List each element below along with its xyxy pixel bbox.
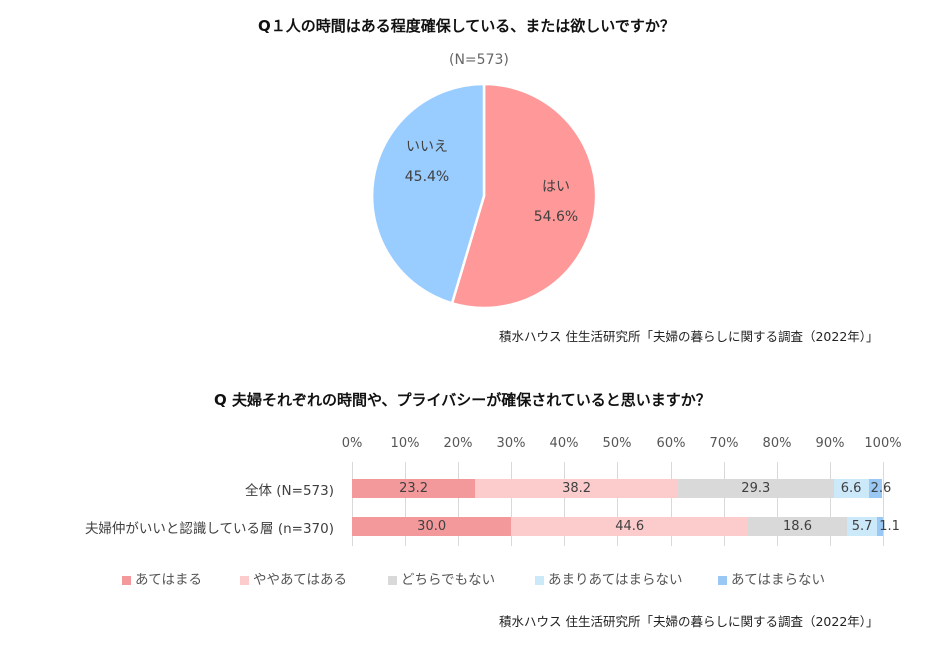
legend-label: ややあてはある <box>253 572 347 588</box>
bar-row-good-couples: 30.0 44.6 18.6 5.7 1.1 <box>352 517 900 536</box>
legend-label: あてはまる <box>135 572 202 588</box>
legend-swatch-icon <box>535 575 544 585</box>
bar-segment-s3: 29.3 <box>677 479 834 498</box>
x-tick: 50% <box>602 436 632 451</box>
bar-segment-s4: 5.7 <box>846 517 878 536</box>
legend-item-s3: どちらでもない <box>388 568 495 588</box>
pie-value-no: 45.4% <box>404 169 450 185</box>
x-tick: 90% <box>815 436 845 451</box>
gridline <box>724 462 725 546</box>
legend-swatch-icon <box>718 575 727 585</box>
x-tick: 40% <box>549 436 579 451</box>
gridline <box>671 462 672 546</box>
x-tick: 60% <box>656 436 686 451</box>
pie-label-yes: はい <box>542 179 570 195</box>
legend-label: あまりあてはまらない <box>548 572 683 588</box>
pie-sample-size: (N=573) <box>449 52 509 68</box>
x-tick: 70% <box>709 436 739 451</box>
bar-row-all: 23.2 38.2 29.3 6.6 2.6 <box>352 479 892 498</box>
bar-segment-s5: 2.6 <box>868 479 892 498</box>
pie-slice-yes <box>450 82 598 310</box>
x-tick: 20% <box>443 436 473 451</box>
pie-chart <box>370 82 598 310</box>
x-tick: 80% <box>762 436 792 451</box>
gridline <box>511 462 512 546</box>
x-tick: 10% <box>390 436 420 451</box>
bar-segment-s1: 30.0 <box>352 517 512 536</box>
legend-swatch-icon <box>240 575 249 585</box>
legend-item-s4: あまりあてはまらない <box>535 568 682 588</box>
row-label-all: 全体 (N=573) <box>244 483 334 499</box>
pie-chart-title: Q１人の時間はある程度確保している、または欲しいですか？ <box>258 17 675 35</box>
x-tick: 100% <box>864 436 902 451</box>
x-tick: 0% <box>341 436 363 451</box>
legend-swatch-icon <box>122 575 131 585</box>
bar-segment-s2: 38.2 <box>475 479 678 498</box>
gridline <box>617 462 618 546</box>
pie-label-no: いいえ <box>406 139 448 155</box>
legend-item-s1: あてはまる <box>122 568 202 588</box>
row-label-good-couples: 夫婦仲がいいと認識している層 (n=370) <box>84 521 334 537</box>
legend-swatch-icon <box>388 575 397 585</box>
bar-segment-s5: 1.1 <box>877 517 900 536</box>
bar-segment-s2: 44.6 <box>511 517 749 536</box>
pie-source-note: 積水ハウス 住生活研究所「夫婦の暮らしに関する調査（2022年）」 <box>499 329 879 344</box>
gridline <box>883 462 884 546</box>
pie-value-yes: 54.6% <box>533 209 579 225</box>
legend-label: あてはまらない <box>731 572 825 588</box>
bar-segment-s3: 18.6 <box>748 517 847 536</box>
bar-segment-s4: 6.6 <box>833 479 869 498</box>
gridline <box>352 462 353 546</box>
legend-item-s5: あてはまらない <box>718 568 825 588</box>
x-tick: 30% <box>496 436 526 451</box>
gridline <box>405 462 406 546</box>
gridline <box>564 462 565 546</box>
gridline <box>777 462 778 546</box>
legend-item-s2: ややあてはある <box>240 568 347 588</box>
gridline <box>830 462 831 546</box>
bar-source-note: 積水ハウス 住生活研究所「夫婦の暮らしに関する調査（2022年）」 <box>499 614 879 629</box>
bar-chart-title: Q 夫婦それぞれの時間や、プライバシーが確保されていると思いますか？ <box>214 391 711 409</box>
gridline <box>458 462 459 546</box>
legend-label: どちらでもない <box>401 572 496 588</box>
pie-slice-no <box>370 82 486 305</box>
bar-segment-s1: 23.2 <box>352 479 476 498</box>
